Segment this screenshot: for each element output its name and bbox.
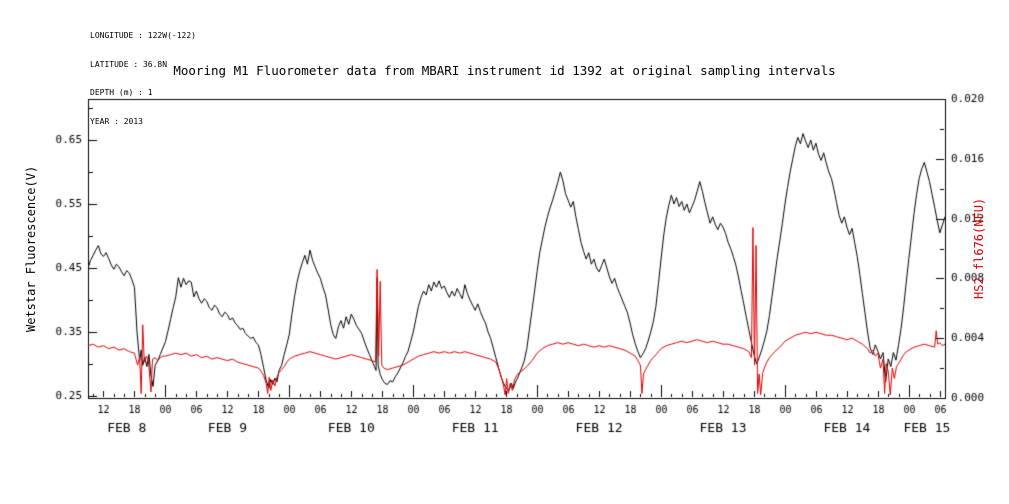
metadata-block: LONGITUDE : 122W(-122) LATITUDE : 36.8N … (90, 12, 196, 145)
latitude-label: LATITUDE : 36.8N (90, 59, 168, 69)
year-label: YEAR : 2013 (90, 116, 143, 126)
depth-label: DEPTH (m) : 1 (90, 88, 153, 97)
plot-title: Mooring M1 Fluorometer data from MBARI i… (173, 63, 836, 78)
right-axis-label: HS2 fl676(NFU) (972, 197, 986, 300)
left-axis-label: Wetstar Fluorescence(V) (24, 165, 38, 332)
longitude-label: LONGITUDE : 122W(-122) (90, 31, 196, 40)
